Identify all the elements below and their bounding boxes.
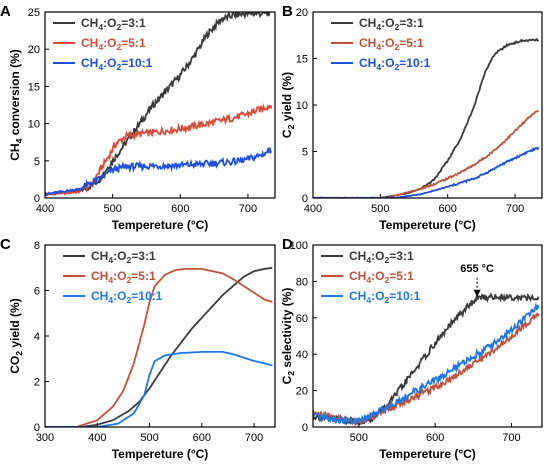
series-line bbox=[313, 37, 540, 198]
y-tick-label: 15 bbox=[28, 81, 40, 93]
legend-entry: CH4:O2=5:1 bbox=[91, 269, 156, 285]
y-tick-label: 0 bbox=[34, 422, 40, 434]
plot-frame bbox=[44, 244, 276, 428]
y-tick-label: 20 bbox=[296, 7, 308, 19]
x-tick-label: 600 bbox=[171, 203, 189, 215]
series-line bbox=[313, 109, 540, 198]
series-group bbox=[313, 292, 540, 427]
x-axis-label: Tempereture (°C) bbox=[379, 447, 476, 461]
y-tick-label: 20 bbox=[28, 44, 40, 56]
x-tick-label: 700 bbox=[506, 203, 524, 215]
x-tick-label: 500 bbox=[103, 203, 121, 215]
legend-entry: CH4:O2=10:1 bbox=[359, 56, 431, 72]
legend: CH4:O2=3:1 CH4:O2=5:1 CH4:O2=10:1 bbox=[321, 249, 421, 305]
x-tick-label: 500 bbox=[350, 432, 368, 444]
series-line bbox=[313, 292, 540, 426]
y-tick-label: 5 bbox=[34, 156, 40, 168]
y-tick-label: 15 bbox=[296, 54, 308, 66]
y-tick-label: 2 bbox=[34, 377, 40, 389]
chart-panel-a: A 400 500 600 700 0 5 10 15 20 25 Tempereture (°C) C… bbox=[0, 3, 276, 232]
x-tick-label: 400 bbox=[88, 432, 106, 444]
x-tick-label: 300 bbox=[36, 432, 54, 444]
y-tick-label: 6 bbox=[34, 286, 40, 298]
y-axis-label: C2 yield (%) bbox=[280, 72, 296, 138]
series-line bbox=[45, 351, 273, 427]
x-tick-label: 600 bbox=[439, 203, 457, 215]
y-tick-label: 0 bbox=[34, 193, 40, 205]
panel-label: C bbox=[0, 236, 11, 253]
series-group bbox=[313, 37, 540, 198]
y-tick-label: 8 bbox=[34, 240, 40, 252]
x-tick-label: 700 bbox=[502, 432, 520, 444]
legend: CH4:O2=3:1 CH4:O2=5:1 CH4:O2=10:1 bbox=[53, 16, 153, 72]
series-line bbox=[45, 268, 273, 427]
y-tick-label: 40 bbox=[296, 349, 308, 361]
y-axis-label: C2 selectivity (%) bbox=[280, 288, 296, 385]
series-line bbox=[45, 102, 273, 197]
y-tick-label: 10 bbox=[296, 100, 308, 112]
x-tick-label: 600 bbox=[193, 432, 211, 444]
panel-label: B bbox=[282, 3, 293, 20]
y-tick-label: 80 bbox=[296, 276, 308, 288]
y-axis-label: CH4 conversion (%) bbox=[8, 49, 24, 161]
y-tick-label: 25 bbox=[28, 7, 40, 19]
legend-entry: CH4:O2=5:1 bbox=[359, 36, 424, 52]
panel-label: D bbox=[282, 236, 293, 253]
annotation-arrow-icon bbox=[473, 289, 481, 297]
legend: CH4:O2=3:1 CH4:O2=5:1 CH4:O2=10:1 bbox=[331, 16, 431, 72]
series-line bbox=[313, 312, 540, 427]
x-tick-label: 500 bbox=[371, 203, 389, 215]
annotation-label: 655 °C bbox=[460, 263, 494, 275]
series-line bbox=[45, 146, 273, 197]
x-tick-label: 400 bbox=[36, 203, 54, 215]
series-line bbox=[313, 146, 540, 198]
x-tick-label: 600 bbox=[426, 432, 444, 444]
series-group bbox=[45, 12, 273, 197]
x-axis-label: Tempereture (°C) bbox=[112, 447, 209, 461]
legend-entry: CH4:O2=10:1 bbox=[349, 289, 421, 305]
plot-frame bbox=[312, 244, 543, 428]
y-tick-label: 10 bbox=[28, 119, 40, 131]
chart-panel-b: B 400 500 600 700 0 5 10 15 20 Tempereture (°C) C2 … bbox=[280, 3, 543, 232]
plot-frame bbox=[312, 11, 543, 199]
y-tick-label: 4 bbox=[34, 331, 40, 343]
legend-entry: CH4:O2=10:1 bbox=[81, 56, 153, 72]
y-tick-label: 5 bbox=[302, 147, 308, 159]
y-tick-label: 60 bbox=[296, 313, 308, 325]
legend-entry: CH4:O2=5:1 bbox=[81, 36, 146, 52]
y-tick-label: 0 bbox=[302, 422, 308, 434]
y-tick-label: 0 bbox=[302, 193, 308, 205]
y-tick-label: 20 bbox=[296, 386, 308, 398]
x-tick-label: 700 bbox=[239, 203, 257, 215]
plot-frame bbox=[44, 11, 276, 199]
legend-entry: CH4:O2=3:1 bbox=[359, 16, 424, 32]
legend-entry: CH4:O2=10:1 bbox=[91, 289, 163, 305]
x-tick-label: 700 bbox=[245, 432, 263, 444]
legend-entry: CH4:O2=3:1 bbox=[91, 249, 156, 265]
panel-label: A bbox=[0, 3, 11, 20]
x-axis-label: Tempereture (°C) bbox=[112, 218, 209, 232]
legend-entry: CH4:O2=3:1 bbox=[81, 16, 146, 32]
chart-panel-d: D 500 600 700 0 20 40 60 80 100 Tempereture (°C) C2… bbox=[280, 236, 543, 461]
series-line bbox=[313, 302, 540, 425]
legend-entry: CH4:O2=3:1 bbox=[349, 249, 414, 265]
y-tick-label: 100 bbox=[290, 240, 308, 252]
x-tick-label: 500 bbox=[140, 432, 158, 444]
x-tick-label: 400 bbox=[304, 203, 322, 215]
y-axis-label: CO2 yield (%) bbox=[8, 298, 24, 373]
chart-panel-c: C 300 400 500 600 700 0 2 4 6 8 Tempereture (°C) CO2… bbox=[0, 236, 276, 461]
legend: CH4:O2=3:1 CH4:O2=5:1 CH4:O2=10:1 bbox=[63, 249, 163, 305]
legend-entry: CH4:O2=5:1 bbox=[349, 269, 414, 285]
x-axis-label: Tempereture (°C) bbox=[379, 218, 476, 232]
